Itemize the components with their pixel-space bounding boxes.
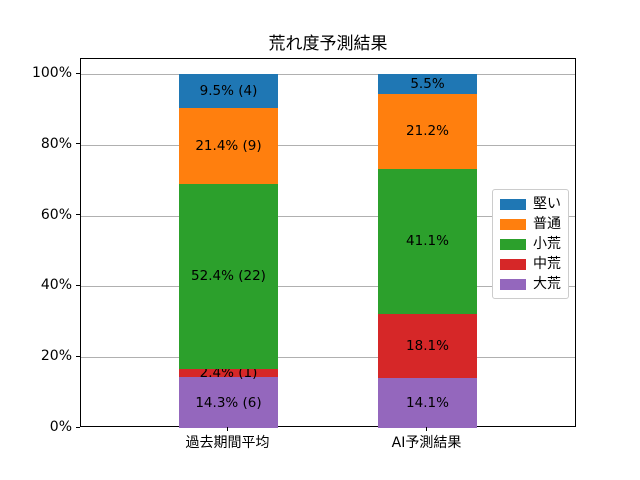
y-tick-label: 40% bbox=[40, 277, 72, 294]
y-tick-mark bbox=[76, 426, 80, 428]
legend-label: 小荒 bbox=[533, 236, 561, 252]
bar-segment-小荒 bbox=[378, 168, 477, 315]
y-tick-label: 60% bbox=[40, 206, 72, 223]
legend-label: 中荒 bbox=[533, 256, 561, 272]
bar-segment-label: 5.5% bbox=[410, 75, 445, 92]
bar-segment-堅い bbox=[378, 74, 477, 94]
y-tick-mark bbox=[76, 284, 80, 286]
bar-segment-label: 21.4% (9) bbox=[195, 137, 262, 154]
legend-item-普通: 普通 bbox=[500, 216, 561, 232]
y-tick-label: 100% bbox=[31, 65, 72, 82]
legend-item-堅い: 堅い bbox=[500, 196, 561, 212]
bar-segment-大荒 bbox=[378, 378, 477, 428]
legend-item-大荒: 大荒 bbox=[500, 276, 561, 292]
gridline bbox=[81, 357, 575, 359]
bar-segment-label: 9.5% (4) bbox=[199, 83, 258, 100]
legend-swatch-icon bbox=[500, 218, 526, 230]
x-tick-label: 過去期間平均 bbox=[185, 435, 270, 451]
legend-label: 堅い bbox=[533, 196, 561, 212]
bar-segment-堅い bbox=[179, 74, 278, 108]
y-tick-mark bbox=[76, 355, 80, 357]
y-tick-mark bbox=[76, 143, 80, 145]
legend-item-中荒: 中荒 bbox=[500, 256, 561, 272]
bar-segment-label: 14.3% (6) bbox=[195, 394, 262, 411]
y-tick-label: 20% bbox=[40, 348, 72, 365]
bar-segment-中荒 bbox=[378, 314, 477, 379]
bar-segment-label: 18.1% bbox=[406, 338, 449, 355]
x-tick-mark bbox=[426, 427, 427, 431]
x-tick-label: AI予測結果 bbox=[391, 435, 462, 451]
bar-segment-label: 2.4% (1) bbox=[199, 365, 258, 382]
x-tick-mark bbox=[227, 427, 228, 431]
chart-title: 荒れ度予測結果 bbox=[268, 34, 388, 54]
legend-swatch-icon bbox=[500, 238, 526, 250]
bar-segment-大荒 bbox=[179, 377, 278, 428]
legend-swatch-icon bbox=[500, 198, 526, 210]
legend-item-小荒: 小荒 bbox=[500, 236, 561, 252]
legend-label: 大荒 bbox=[533, 276, 561, 292]
bar-segment-label: 14.1% bbox=[406, 395, 449, 412]
gridline bbox=[81, 215, 575, 217]
gridline bbox=[81, 144, 575, 146]
gridline bbox=[81, 74, 575, 76]
bar-segment-label: 52.4% (22) bbox=[191, 268, 266, 285]
y-tick-label: 0% bbox=[49, 419, 72, 435]
bar-segment-普通 bbox=[378, 93, 477, 169]
legend: 堅い普通小荒中荒大荒 bbox=[492, 189, 569, 299]
legend-swatch-icon bbox=[500, 258, 526, 270]
legend-swatch-icon bbox=[500, 278, 526, 290]
bar-segment-label: 21.2% bbox=[406, 123, 449, 140]
bar-segment-普通 bbox=[179, 107, 278, 184]
bar-segment-label: 41.1% bbox=[406, 233, 449, 250]
y-tick-mark bbox=[76, 214, 80, 216]
gridline bbox=[81, 286, 575, 288]
bar-segment-中荒 bbox=[179, 368, 278, 378]
bar-segment-小荒 bbox=[179, 183, 278, 369]
y-tick-label: 80% bbox=[40, 135, 72, 152]
legend-label: 普通 bbox=[533, 216, 561, 232]
y-tick-mark bbox=[76, 72, 80, 74]
